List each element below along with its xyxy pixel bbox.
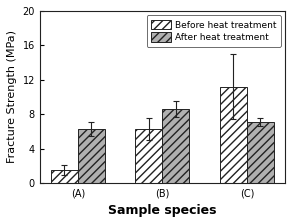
X-axis label: Sample species: Sample species xyxy=(108,204,217,217)
Bar xyxy=(162,109,190,183)
Bar xyxy=(220,87,247,183)
Legend: Before heat treatment, After heat treatment: Before heat treatment, After heat treatm… xyxy=(147,15,281,47)
Bar xyxy=(135,129,162,183)
Bar xyxy=(78,129,105,183)
Bar xyxy=(51,170,78,183)
Bar xyxy=(247,122,274,183)
Y-axis label: Fracture Strength (MPa): Fracture Strength (MPa) xyxy=(7,30,17,164)
